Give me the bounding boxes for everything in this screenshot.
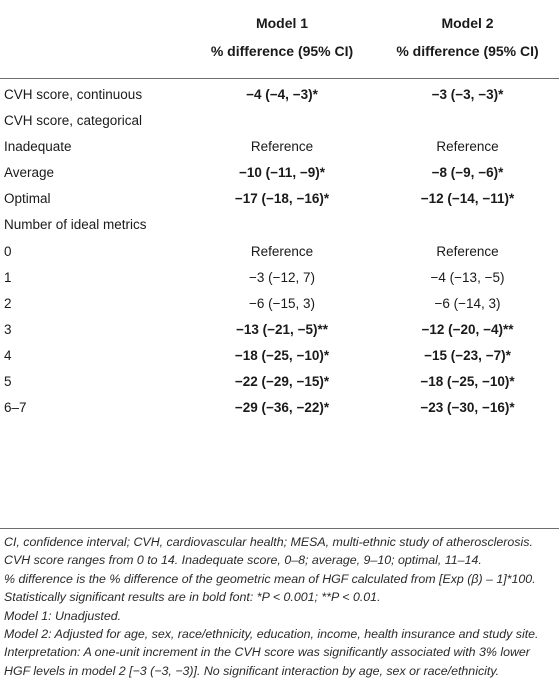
model2-value: Reference	[436, 139, 499, 155]
table-row: 5 −22 (−29, −15)* −18 (−25, −10)*	[0, 369, 559, 395]
row-label: CVH score, categorical	[4, 113, 143, 129]
model1-value: −10 (−11, −9)*	[239, 165, 325, 181]
row-label: 4	[4, 347, 12, 363]
model1-value: −17 (−18, −16)*	[234, 191, 330, 207]
model1-value: −3 (−12, 7)	[248, 269, 316, 285]
model2-value: −18 (−25, −10)*	[420, 374, 515, 390]
table-row: Inadequate Reference Reference	[0, 134, 559, 160]
table-body: CVH score, continuous −4 (−4, −3)* −3 (−3,…	[0, 82, 559, 421]
model1-value: Reference	[250, 139, 314, 155]
table-row: CVH score, categorical	[0, 108, 559, 134]
footnote-model1: Model 1: Unadjusted.	[4, 608, 122, 623]
model2-subtitle: % difference (95% CI)	[396, 43, 539, 59]
table-row: 6–7 −29 (−36, −22)* −23 (−30, −16)*	[0, 395, 559, 421]
row-label: Optimal	[4, 191, 51, 207]
model2-value: −12 (−20, −4)**	[421, 321, 514, 337]
row-label: Inadequate	[4, 139, 72, 155]
row-label: 2	[4, 295, 12, 311]
table-row: 2 −6 (−15, 3) −6 (−14, 3)	[0, 291, 559, 317]
model2-value: Reference	[436, 243, 499, 259]
table-row: Average −10 (−11, −9)* −8 (−9, −6)*	[0, 160, 559, 186]
table-row: 1 −3 (−12, 7) −4 (−13, −5)	[0, 265, 559, 291]
table-row: 0 Reference Reference	[0, 239, 559, 265]
table-row: Optimal −17 (−18, −16)* −12 (−14, −11)*	[0, 186, 559, 212]
footnote-score-ranges: CVH score ranges from 0 to 14. Inadequat…	[4, 553, 482, 568]
model2-value: −12 (−14, −11)*	[420, 191, 515, 207]
model1-value: Reference	[250, 243, 314, 259]
row-label: Average	[4, 165, 55, 181]
row-label: 6–7	[4, 400, 27, 416]
model2-title: Model 2	[441, 15, 494, 31]
model1-title: Model 1	[255, 15, 309, 31]
footnote-interpretation: Interpretation: A one-unit increment in …	[4, 645, 530, 678]
footnote-model2: Model 2: Adjusted for age, sex, race/eth…	[4, 627, 539, 642]
model2-value: −6 (−14, 3)	[434, 295, 501, 311]
model1-value: −22 (−29, −15)*	[234, 374, 330, 390]
footnote-percent-difference: % difference is the % difference of the …	[4, 571, 536, 586]
table-row: 4 −18 (−25, −10)* −15 (−23, −7)*	[0, 343, 559, 369]
table-header: Model 1 % difference (95% CI) Model 2 % …	[0, 0, 559, 78]
model1-value: −6 (−15, 3)	[248, 295, 316, 311]
footnote-significance: Statistically significant results are in…	[4, 590, 381, 605]
model2-value: −15 (−23, −7)*	[424, 347, 511, 363]
table-row: Number of ideal metrics	[0, 212, 559, 238]
row-label: 1	[4, 269, 12, 285]
row-label: 0	[4, 243, 12, 259]
model1-subtitle: % difference (95% CI)	[210, 43, 354, 59]
footer-divider	[0, 528, 559, 529]
row-label: CVH score, continuous	[4, 87, 143, 102]
model2-value: −8 (−9, −6)*	[431, 165, 504, 181]
model2-value: −4 (−13, −5)	[430, 269, 505, 285]
row-label: Number of ideal metrics	[4, 217, 147, 233]
table-footnotes: CI, confidence interval; CVH, cardiovasc…	[4, 533, 555, 680]
table-row: CVH score, continuous −4 (−4, −3)* −3 (−3,…	[0, 82, 559, 108]
row-label: 3	[4, 321, 12, 337]
model2-value: −3 (−3, −3)*	[431, 87, 504, 102]
footnote-abbreviations: CI, confidence interval; CVH, cardiovasc…	[4, 535, 533, 549]
model1-value: −13 (−21, −5)**	[236, 321, 328, 337]
table-row: 3 −13 (−21, −5)** −12 (−20, −4)**	[0, 317, 559, 343]
row-label: 5	[4, 374, 12, 390]
model1-value: −4 (−4, −3)*	[246, 87, 318, 102]
model1-value: −18 (−25, −10)*	[234, 347, 330, 363]
model1-header: Model 1 % difference (95% CI)	[178, 9, 386, 65]
model2-value: −23 (−30, −16)*	[420, 400, 515, 416]
header-divider	[0, 78, 559, 79]
model2-header: Model 2 % difference (95% CI)	[376, 9, 559, 65]
model1-value: −29 (−36, −22)*	[234, 400, 330, 416]
